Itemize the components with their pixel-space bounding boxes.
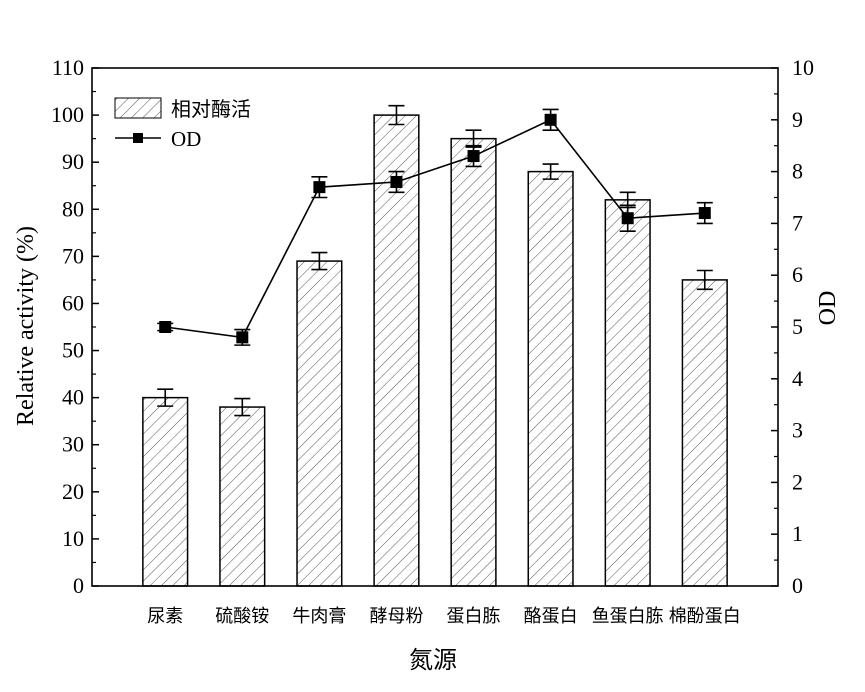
od-point <box>698 207 711 220</box>
x-tick-label: 蛋白胨 <box>447 606 501 627</box>
y-tick-label: 70 <box>62 243 84 268</box>
legend-swatch-marker <box>133 133 143 143</box>
bar-series <box>142 114 728 587</box>
bar <box>373 114 420 587</box>
bar <box>142 396 189 587</box>
od-point <box>236 331 249 344</box>
y-tick-label: 90 <box>62 149 84 174</box>
x-tick-label: 鱼蛋白胨 <box>592 606 664 627</box>
bar <box>296 260 343 587</box>
bar-error-bar <box>311 251 328 271</box>
axis-labels: 0 10 20 30 40 50 60 70 80 90 100 110 0 1 2 3 4 5 6 7 8 9 10 尿素 硫… <box>51 55 814 627</box>
y-tick-label: 0 <box>73 573 84 598</box>
y-tick-label: 80 <box>62 196 84 221</box>
od-line-series <box>157 108 713 346</box>
x-tick-label: 棉酚蛋白 <box>669 606 741 627</box>
y2-axis-title: OD <box>815 291 841 326</box>
x-tick-label: 酪蛋白 <box>524 606 578 627</box>
y2-tick-label: 5 <box>792 314 803 339</box>
y2-tick-label: 10 <box>792 55 814 80</box>
od-point <box>159 321 172 333</box>
y-axis-title: Relative activity (%) <box>13 226 39 426</box>
bar <box>219 406 266 587</box>
bar-error-bar <box>542 163 559 180</box>
bar-error-bar <box>234 397 251 417</box>
bar-error-bars <box>157 104 713 417</box>
y2-tick-label: 4 <box>792 366 803 391</box>
y-tick-label: 100 <box>51 102 84 127</box>
y-tick-label: 30 <box>62 432 84 457</box>
bar <box>450 137 497 587</box>
bar <box>527 170 574 587</box>
y-tick-label: 10 <box>62 526 84 551</box>
y2-tick-label: 9 <box>792 107 803 132</box>
y2-tick-label: 1 <box>792 521 803 546</box>
y2-tick-label: 8 <box>792 159 803 184</box>
x-tick-label: 尿素 <box>147 606 183 627</box>
x-tick-label: 硫酸铵 <box>215 606 269 627</box>
legend-label-od: OD <box>171 127 201 151</box>
bar <box>681 279 728 587</box>
od-point <box>313 181 326 194</box>
od-point <box>467 150 480 163</box>
y-tick-label: 20 <box>62 479 84 504</box>
bar <box>604 199 651 587</box>
od-point <box>621 212 634 225</box>
y-tick-label: 50 <box>62 338 84 363</box>
legend-swatch-bar <box>114 97 162 119</box>
od-point <box>390 175 403 188</box>
y2-tick-label: 7 <box>792 210 803 235</box>
legend: 相对酶活 OD <box>114 97 251 151</box>
bar-error-bar <box>157 388 174 407</box>
od-point <box>544 113 557 126</box>
y-tick-label: 110 <box>52 55 84 80</box>
y2-tick-label: 3 <box>792 418 803 443</box>
x-tick-label: 酵母粉 <box>369 606 423 627</box>
od-line <box>165 118 705 339</box>
y-tick-label: 40 <box>62 385 84 410</box>
bar-error-bar <box>696 269 713 291</box>
y2-tick-label: 6 <box>792 262 803 287</box>
axes <box>91 67 779 587</box>
y2-tick-label: 2 <box>792 469 803 494</box>
y2-tick-label: 0 <box>792 573 803 598</box>
legend-label-activity: 相对酶活 <box>171 97 251 121</box>
bar-error-bar <box>388 104 405 126</box>
x-axis-title: 氮源 <box>409 646 457 674</box>
y-tick-label: 60 <box>62 290 84 315</box>
x-tick-label: 牛肉膏 <box>292 605 346 627</box>
